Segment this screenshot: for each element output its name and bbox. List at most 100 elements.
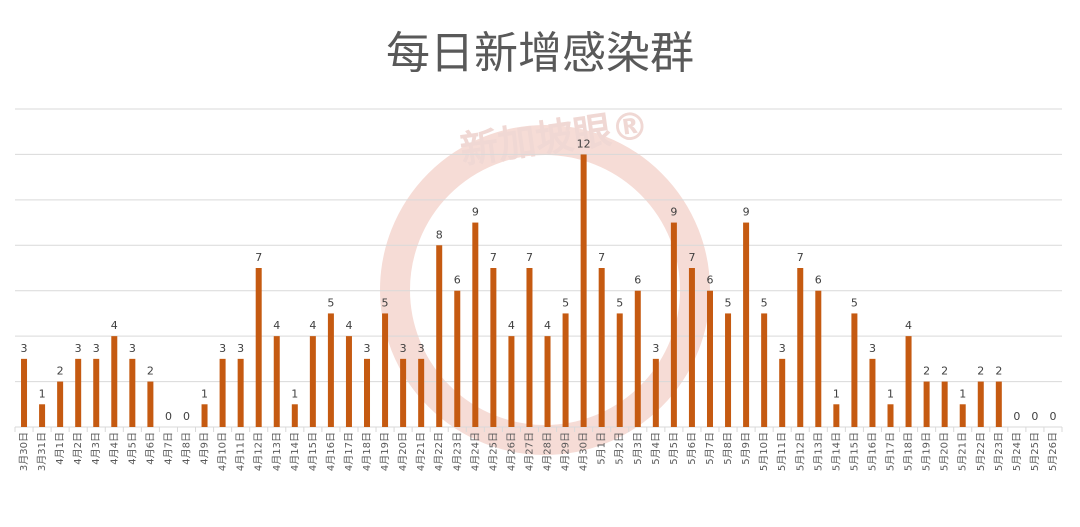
data-label: 1: [833, 387, 840, 400]
data-label: 2: [995, 365, 1002, 378]
bar: [400, 358, 407, 427]
bar: [652, 358, 659, 427]
data-label: 4: [905, 319, 912, 332]
data-label: 3: [418, 342, 425, 355]
data-label: 0: [1031, 410, 1038, 423]
bar: [508, 336, 515, 427]
x-tick-label: 4月1日: [54, 432, 66, 465]
bar: [364, 358, 371, 427]
x-tick-label: 4月9日: [199, 432, 211, 465]
bar: [327, 313, 334, 427]
data-label: 3: [21, 342, 28, 355]
bar: [562, 313, 569, 427]
x-tick-label: 5月13日: [812, 432, 824, 471]
x-tick-label: 5月10日: [758, 432, 770, 471]
x-tick-label: 4月11日: [235, 432, 247, 471]
x-tick-label: 3月31日: [36, 432, 48, 471]
data-label: 7: [255, 251, 262, 264]
data-label: 9: [743, 206, 750, 219]
x-tick-label: 4月26日: [505, 432, 517, 471]
bar: [291, 404, 298, 427]
data-label: 12: [577, 137, 591, 150]
bar: [941, 381, 948, 427]
bar: [309, 336, 316, 427]
data-label: 0: [1013, 410, 1020, 423]
bar: [219, 358, 226, 427]
bar: [634, 290, 641, 427]
data-label: 7: [598, 251, 605, 264]
bar: [57, 381, 64, 427]
x-tick-label: 4月30日: [578, 432, 590, 471]
data-label: 5: [382, 296, 389, 309]
x-tick-label: 4月18日: [361, 432, 373, 471]
x-tick-label: 5月20日: [939, 432, 951, 471]
data-label: 3: [93, 342, 100, 355]
bar: [959, 404, 966, 427]
data-label: 8: [436, 228, 443, 241]
data-label: 4: [345, 319, 352, 332]
bar: [869, 358, 876, 427]
data-label: 6: [815, 274, 822, 287]
data-label: 2: [977, 365, 984, 378]
x-tick-label: 5月5日: [668, 432, 680, 465]
x-tick-label: 5月2日: [614, 432, 626, 465]
bar: [887, 404, 894, 427]
bar: [111, 336, 118, 427]
bar: [345, 336, 352, 427]
x-tick-label: 5月12日: [794, 432, 806, 471]
bar: [544, 336, 551, 427]
x-tick-label: 5月21日: [957, 432, 969, 471]
data-label: 9: [472, 206, 479, 219]
bar: [147, 381, 154, 427]
data-label: 5: [616, 296, 623, 309]
chart-title: 每日新增感染群: [386, 28, 694, 79]
x-tick-label: 5月15日: [848, 432, 860, 471]
x-tick-label: 4月5日: [126, 432, 138, 465]
data-label: 2: [923, 365, 930, 378]
data-label: 3: [400, 342, 407, 355]
x-tick-label: 5月9日: [740, 432, 752, 465]
data-label: 5: [562, 296, 569, 309]
bar: [833, 404, 840, 427]
x-tick-label: 4月17日: [343, 432, 355, 471]
data-label: 7: [526, 251, 533, 264]
x-tick-label: 5月23日: [993, 432, 1005, 471]
bar: [598, 268, 605, 427]
x-tick-label: 4月12日: [253, 432, 265, 471]
x-tick-label: 5月1日: [596, 432, 608, 465]
data-label: 6: [706, 274, 713, 287]
x-tick-label: 3月30日: [18, 432, 30, 471]
bar: [616, 313, 623, 427]
x-tick-label: 4月19日: [379, 432, 391, 471]
data-label: 0: [183, 410, 190, 423]
x-tick-label: 5月4日: [650, 432, 662, 465]
bar: [743, 222, 750, 427]
data-label: 4: [544, 319, 551, 332]
bar: [472, 222, 479, 427]
bar: [75, 358, 82, 427]
data-label: 1: [291, 387, 298, 400]
bar: [129, 358, 136, 427]
bar: [779, 358, 786, 427]
bar: [706, 290, 713, 427]
bar: [977, 381, 984, 427]
x-tick-label: 5月8日: [722, 432, 734, 465]
data-label: 2: [941, 365, 948, 378]
x-tick-label: 4月24日: [469, 432, 481, 471]
data-label: 7: [490, 251, 497, 264]
data-label: 2: [57, 365, 64, 378]
watermark-logo: [380, 125, 710, 455]
x-tick-label: 5月3日: [632, 432, 644, 465]
x-tick-label: 5月24日: [1011, 432, 1023, 471]
x-tick-label: 4月25日: [487, 432, 499, 471]
data-label: 9: [670, 206, 677, 219]
data-label: 3: [364, 342, 371, 355]
bar: [905, 336, 912, 427]
x-tick-label: 4月22日: [433, 432, 445, 471]
bar: [436, 245, 443, 427]
bar: [255, 268, 262, 427]
bar: [923, 381, 930, 427]
bar: [797, 268, 804, 427]
x-tick-label: 5月26日: [1047, 432, 1059, 471]
bar: [201, 404, 208, 427]
